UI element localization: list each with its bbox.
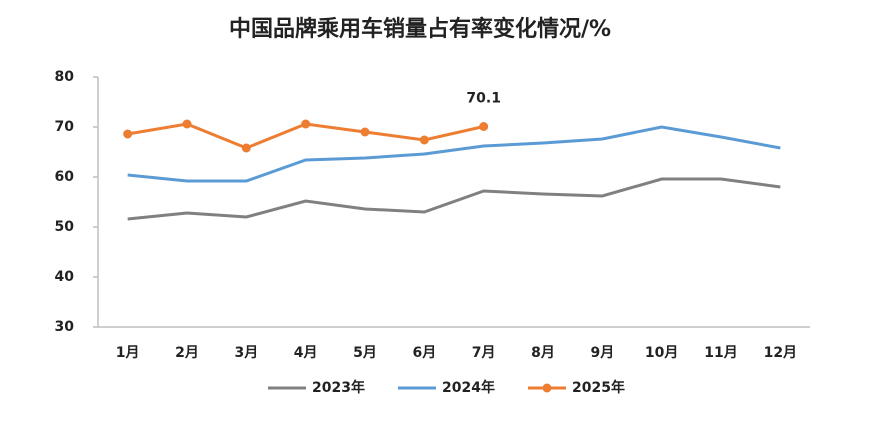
y-tick-label: 70 — [55, 119, 75, 135]
x-tick-label: 5月 — [353, 345, 377, 361]
y-tick-label: 50 — [55, 219, 75, 235]
y-tick-label: 40 — [55, 269, 75, 285]
x-tick-label: 2月 — [175, 345, 199, 361]
point — [479, 122, 489, 131]
x-tick-label: 11月 — [704, 345, 737, 361]
point — [419, 135, 429, 145]
x-tick-label: 1月 — [116, 345, 140, 361]
legend-label: 2023年 — [312, 379, 365, 396]
x-tick-label: 6月 — [412, 345, 436, 361]
x-tick-label: 10月 — [645, 345, 678, 361]
y-tick-label: 80 — [55, 69, 75, 85]
point — [123, 129, 133, 139]
chart-title: 中国品牌乘用车销量占有率变化情况/% — [229, 16, 611, 42]
y-tick-label: 60 — [55, 169, 75, 185]
legend-label: 2024年 — [442, 379, 495, 396]
x-tick-label: 8月 — [531, 345, 555, 361]
x-tick-label: 4月 — [294, 345, 318, 361]
y-tick-label: 30 — [55, 319, 75, 335]
legend-marker — [542, 383, 552, 393]
series-line — [127, 125, 781, 183]
x-tick-label: 3月 — [234, 345, 258, 361]
x-tick-label: 12月 — [764, 345, 797, 361]
x-tick-label: 9月 — [590, 345, 614, 361]
series-line — [127, 177, 781, 221]
point — [301, 119, 311, 129]
point — [182, 119, 192, 129]
data-label: 70.1 — [466, 91, 501, 107]
point — [360, 127, 370, 137]
legend-label: 2025年 — [572, 379, 625, 396]
point — [241, 143, 251, 153]
x-tick-label: 7月 — [472, 345, 496, 361]
